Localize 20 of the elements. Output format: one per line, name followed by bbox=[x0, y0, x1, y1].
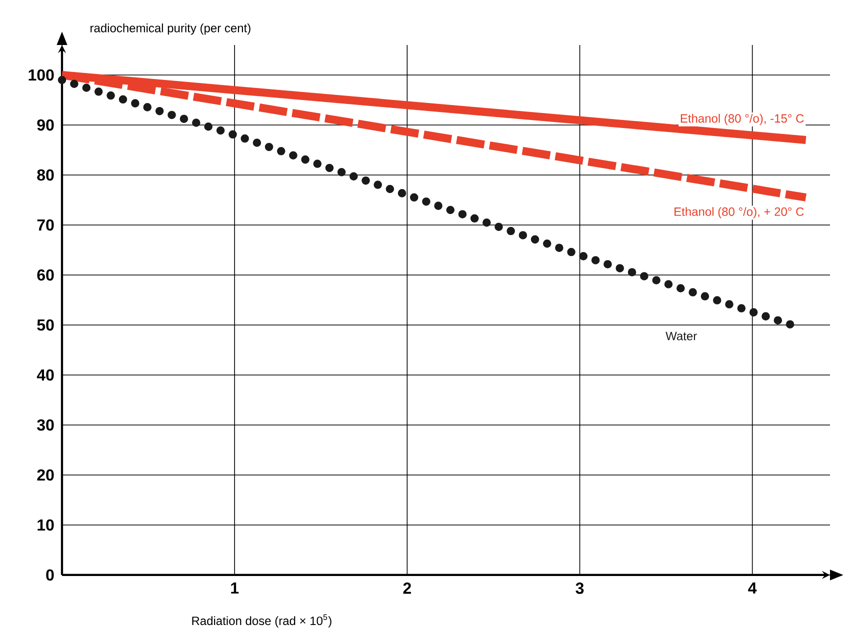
y-tick-label: 90 bbox=[37, 119, 54, 131]
y-tick-label: 30 bbox=[37, 419, 54, 431]
y-tick-label: 10 bbox=[38, 519, 54, 531]
series-label: Ethanol (80 °/o), + 20° C bbox=[674, 207, 804, 218]
x-tick-label: 3 bbox=[576, 582, 584, 594]
y-tick-label: 100 bbox=[28, 69, 54, 81]
y-tick-label: 60 bbox=[37, 269, 54, 281]
y-tick-label: 20 bbox=[37, 469, 54, 481]
y-axis-title: radiochemical purity (per cent) bbox=[90, 23, 250, 35]
y-tick-label: 50 bbox=[37, 319, 54, 331]
y-tick-label: 70 bbox=[37, 219, 54, 231]
x-axis-title: Radiation dose (rad × 10$^{5}$) bbox=[192, 614, 332, 628]
x-tick-label: 2 bbox=[403, 582, 411, 594]
y-tick-label: 40 bbox=[36, 369, 54, 381]
y-tick-label: 0 bbox=[46, 569, 54, 581]
series-label: Ethanol (80 °/o), -15° C bbox=[680, 114, 804, 126]
x-tick-label: 4 bbox=[748, 582, 757, 594]
x-tick-label: 1 bbox=[231, 582, 239, 594]
y-tick-label: 80 bbox=[37, 169, 54, 181]
text: Water bbox=[666, 332, 697, 340]
